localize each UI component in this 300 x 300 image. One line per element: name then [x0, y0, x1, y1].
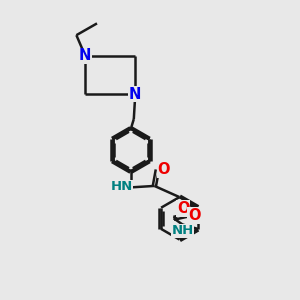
Text: O: O	[158, 162, 170, 177]
Text: N: N	[129, 87, 142, 102]
Text: O: O	[188, 208, 200, 223]
Text: NH: NH	[171, 224, 194, 238]
Text: HN: HN	[110, 180, 133, 193]
Text: O: O	[177, 201, 190, 216]
Text: N: N	[79, 48, 92, 63]
